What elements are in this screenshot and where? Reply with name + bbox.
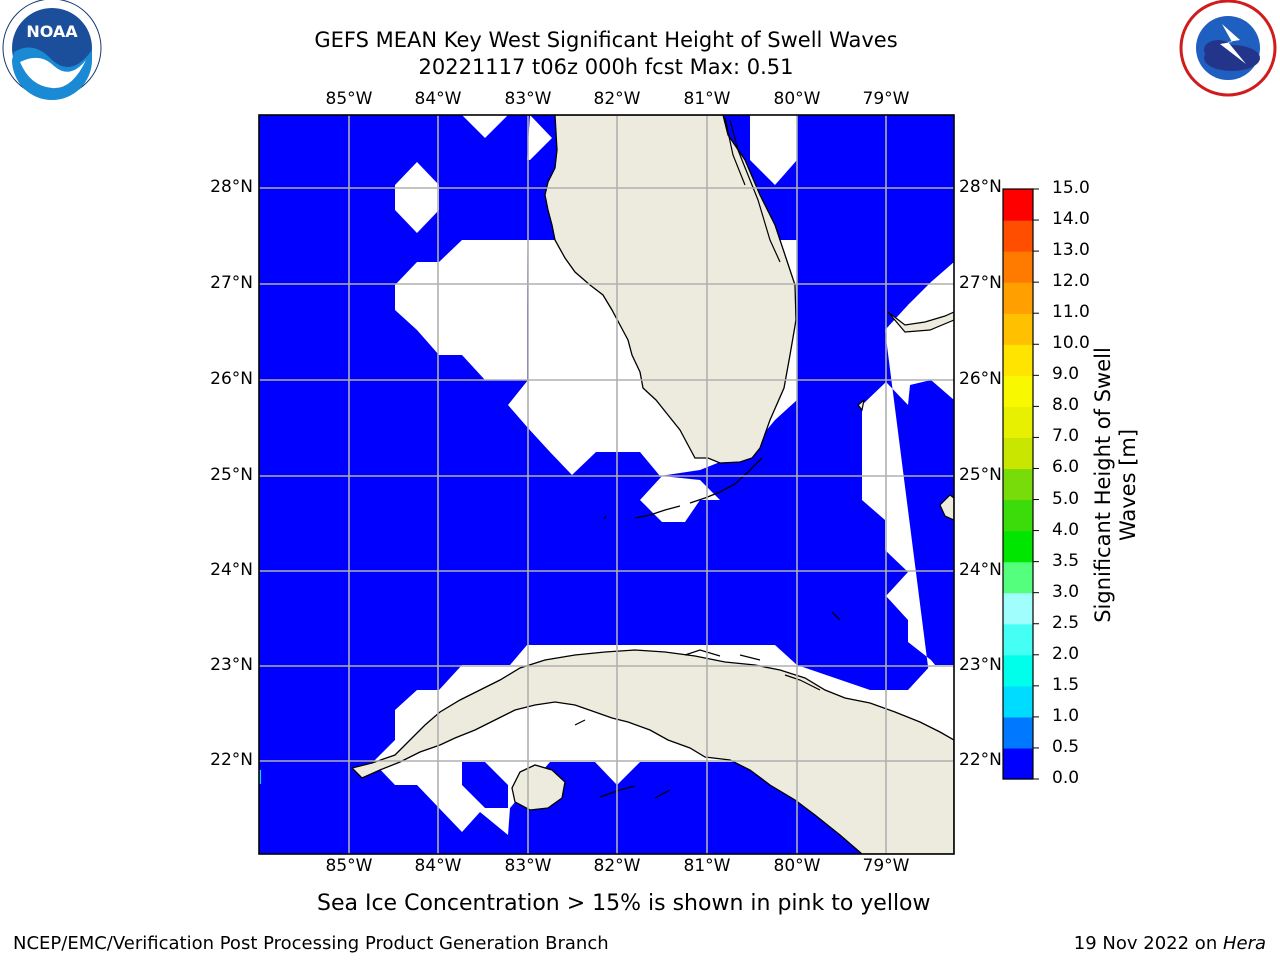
colorbar-tick-label: 15.0 — [1052, 178, 1090, 198]
colorbar-tick-label: 10.0 — [1052, 333, 1090, 354]
colorbar-segment — [1003, 685, 1033, 718]
colorbar-tick-label: 2.0 — [1052, 643, 1080, 664]
colorbar-segment — [1003, 251, 1033, 283]
colorbar-segment — [1003, 468, 1033, 501]
lat-label-left: 23°N — [210, 655, 253, 675]
colorbar-tick-label: 11.0 — [1052, 302, 1090, 323]
colorbar-segment — [1003, 375, 1033, 407]
colorbar-segment — [1003, 406, 1033, 439]
colorbar-segment — [1003, 220, 1033, 252]
colorbar-segment — [1003, 592, 1033, 625]
sea-ice-note: Sea Ice Concentration > 15% is shown in … — [317, 891, 931, 916]
footer-branch: NCEP/EMC/Verification Post Processing Pr… — [13, 933, 609, 954]
colorbar-tick-label: 0.5 — [1052, 736, 1080, 757]
lon-label-top: 84°W — [414, 89, 462, 109]
lat-label-left: 25°N — [210, 465, 253, 485]
lat-label-right: 22°N — [959, 750, 1002, 770]
colorbar-segment — [1003, 189, 1033, 221]
lon-label-bottom: 82°W — [593, 856, 641, 876]
map-frame — [258, 114, 955, 855]
colorbar-frame — [1002, 188, 1034, 780]
title-line-1: GEFS MEAN Key West Significant Height of… — [314, 28, 898, 52]
colorbar-tick-label: 0.0 — [1052, 768, 1080, 788]
colorbar-tick-label: 8.0 — [1052, 395, 1080, 416]
colorbar-tick-label: 2.5 — [1052, 612, 1080, 633]
title-line-2: 20221117 t06z 000h fcst Max: 0.51 — [418, 55, 794, 79]
footer-date: 19 Nov 2022 on Hera — [1074, 933, 1266, 954]
lat-label-left: 22°N — [210, 750, 253, 770]
colorbar-segment — [1003, 561, 1033, 594]
lon-label-bottom: 84°W — [414, 856, 462, 876]
colorbar-segment — [1003, 623, 1033, 656]
isla-de-la-juventud — [511, 764, 566, 811]
footer-date-text: 19 Nov 2022 on — [1073, 933, 1223, 954]
lon-label-top: 80°W — [773, 89, 821, 109]
colorbar-label-line-2: Waves [m] — [1116, 428, 1140, 542]
svg-text:NOAA: NOAA — [26, 22, 78, 41]
cuba-keys — [574, 649, 821, 799]
colorbar-segment — [1003, 282, 1033, 314]
colorbar-tick-label: 14.0 — [1052, 209, 1090, 230]
lat-label-right: 24°N — [959, 560, 1002, 580]
lon-label-bottom: 81°W — [683, 856, 731, 876]
colorbar-tick-label: 13.0 — [1052, 240, 1090, 261]
colorbar-tick-label: 3.5 — [1052, 550, 1080, 571]
florida-landmass — [544, 115, 797, 464]
cuba-landmass — [350, 649, 954, 854]
lon-label-bottom: 80°W — [773, 856, 821, 876]
lat-label-left: 24°N — [210, 560, 253, 580]
lon-label-bottom: 83°W — [504, 856, 552, 876]
lat-label-right: 28°N — [959, 177, 1002, 197]
colorbar-segment — [1003, 716, 1033, 749]
colorbar — [1003, 189, 1033, 780]
colorbar-tick-label: 12.0 — [1052, 271, 1090, 292]
colorbar-tick-label: 4.0 — [1052, 519, 1080, 540]
lat-label-right: 23°N — [959, 655, 1002, 675]
noaa-logo: NOAA — [2, 0, 102, 100]
lon-label-bottom: 79°W — [862, 856, 910, 876]
colorbar-tick-label: 7.0 — [1052, 426, 1080, 447]
lat-label-right: 26°N — [959, 369, 1002, 389]
colorbar-tick-label: 3.0 — [1052, 581, 1080, 602]
colorbar-segment — [1003, 344, 1033, 376]
nws-logo — [1179, 0, 1277, 97]
bahamas — [831, 311, 954, 621]
lon-label-top: 82°W — [593, 89, 641, 109]
florida-keys — [603, 457, 763, 520]
lon-label-top: 81°W — [683, 89, 731, 109]
colorbar-tick-label: 1.5 — [1052, 674, 1080, 695]
graticule — [259, 115, 954, 854]
colorbar-segment — [1003, 654, 1033, 687]
lon-label-top: 85°W — [325, 89, 373, 109]
map-area — [259, 115, 954, 854]
footer-machine: Hera — [1222, 933, 1266, 954]
lon-label-top: 83°W — [504, 89, 552, 109]
colorbar-tick-label: 9.0 — [1052, 364, 1080, 385]
colorbar-segment — [1003, 437, 1033, 470]
colorbar-label-line-1: Significant Height of Swell — [1091, 347, 1115, 623]
colorbar-tick-label: 1.0 — [1052, 705, 1080, 726]
lat-label-left: 27°N — [210, 273, 253, 293]
lon-label-bottom: 85°W — [325, 856, 373, 876]
colorbar-segment — [1003, 313, 1033, 345]
lat-label-right: 25°N — [959, 465, 1002, 485]
lat-label-left: 26°N — [210, 369, 253, 389]
colorbar-segment — [1003, 530, 1033, 563]
lon-label-top: 79°W — [862, 89, 910, 109]
lat-label-right: 27°N — [959, 273, 1002, 293]
lat-label-left: 28°N — [210, 177, 253, 197]
colorbar-segment — [1003, 499, 1033, 532]
colorbar-tick-label: 5.0 — [1052, 488, 1080, 509]
colorbar-segment — [1003, 747, 1033, 780]
colorbar-tick-label: 6.0 — [1052, 457, 1080, 478]
